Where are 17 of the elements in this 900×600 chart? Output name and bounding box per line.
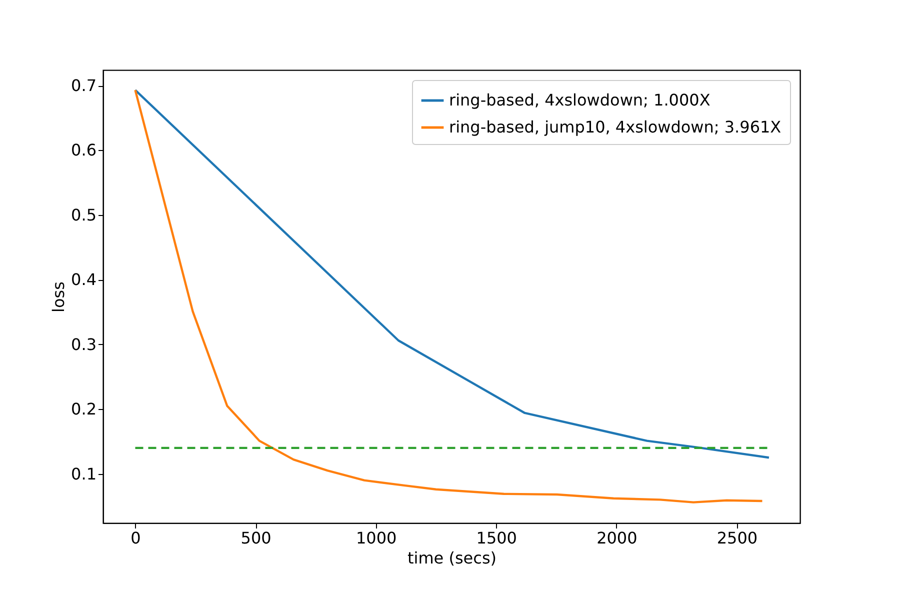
x-axis-title: time (secs) [407, 548, 497, 568]
legend-label: ring-based, jump10, 4xslowdown; 3.961X [449, 118, 782, 136]
y-tick-label: 0.7 [71, 76, 96, 96]
legend-label: ring-based, 4xslowdown; 1.000X [449, 90, 710, 110]
y-tick-label: 0.1 [71, 464, 96, 484]
x-tick-label: 1000 [356, 528, 397, 548]
x-tick-label: 500 [240, 528, 272, 548]
y-tick-label: 0.3 [71, 334, 96, 354]
x-tick-label: 2500 [716, 528, 758, 548]
x-tick-label: 0 [130, 528, 141, 548]
x-tick-label: 2000 [596, 528, 638, 548]
y-tick-label: 0.5 [71, 205, 96, 224]
y-tick-label: 0.2 [71, 400, 96, 419]
y-axis-title: loss [49, 282, 68, 312]
y-tick-label: 0.6 [71, 140, 96, 160]
x-tick-label: 1500 [476, 528, 517, 548]
y-tick-label: 0.4 [71, 270, 96, 290]
